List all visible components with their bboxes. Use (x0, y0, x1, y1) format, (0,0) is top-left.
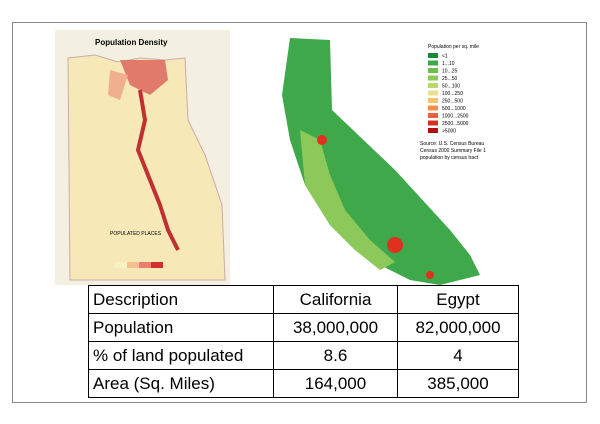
legend-label: 10...25 (442, 69, 458, 75)
egypt-delta (120, 60, 168, 95)
source: population by census tract (420, 155, 479, 161)
table-cell: Description (88, 285, 274, 314)
table-cell: Area (Sq. Miles) (88, 369, 274, 398)
legend-swatch (428, 75, 438, 81)
legend-swatch (428, 60, 438, 66)
header-row: Description California Egypt (88, 285, 519, 314)
bay-area (317, 135, 327, 145)
egypt-caption: POPULATED PLACES (110, 231, 162, 237)
legend-label: 1000...2500 (442, 114, 469, 120)
legend-swatch (428, 98, 438, 103)
source: Source: U.S. Census Bureau (420, 141, 484, 147)
legend-label: 50...100 (442, 84, 460, 90)
sd-area (426, 271, 434, 279)
table-cell: Egypt (397, 285, 519, 314)
legend-label: <1 (442, 54, 448, 60)
legend-swatch (428, 53, 438, 58)
table-cell: % of land populated (88, 341, 274, 370)
table-cell: 82,000,000 (397, 313, 519, 342)
egypt-region (108, 70, 128, 100)
legend-swatch (428, 83, 438, 88)
table-cell: California (273, 285, 398, 314)
legend-title: Population per sq. mile (428, 44, 479, 50)
legend-swatch (428, 120, 438, 126)
legend-swatch (428, 90, 438, 96)
table-cell: 8.6 (273, 341, 398, 370)
la-area (387, 237, 403, 253)
legend-label: >5000 (442, 129, 456, 135)
table-cell: 4 (397, 341, 519, 370)
nile (135, 89, 180, 251)
legend-label: 25...50 (442, 76, 458, 82)
slide-frame (12, 22, 587, 403)
comparison-table: Description California Egypt Population 38,0… (88, 285, 519, 398)
legend-label: 100...250 (442, 91, 463, 97)
legend-swatch (428, 113, 438, 118)
legend-label: 1...10 (442, 61, 455, 67)
legend-swatch (428, 128, 438, 133)
legend-label: 500...1000 (442, 106, 466, 112)
legend-swatch (428, 68, 438, 73)
legend-label: 2500...5000 (442, 121, 469, 127)
source: Census 2000 Summary File 1 (420, 148, 486, 154)
table-cell: 164,000 (273, 369, 398, 398)
table-cell: 385,000 (397, 369, 519, 398)
egypt-title: Population Density (95, 38, 168, 47)
legend-label: 250...500 (442, 99, 463, 105)
table-row: Population 38,000,000 82,000,000 (88, 313, 519, 342)
legend-swatch (428, 105, 438, 111)
table-cell: Population (88, 313, 274, 342)
egypt-legend (115, 262, 163, 268)
california-valley (300, 130, 395, 270)
table-row: % of land populated 8.6 4 (88, 341, 519, 370)
table-row: Area (Sq. Miles) 164,000 385,000 (88, 369, 519, 398)
table-cell: 38,000,000 (273, 313, 398, 342)
